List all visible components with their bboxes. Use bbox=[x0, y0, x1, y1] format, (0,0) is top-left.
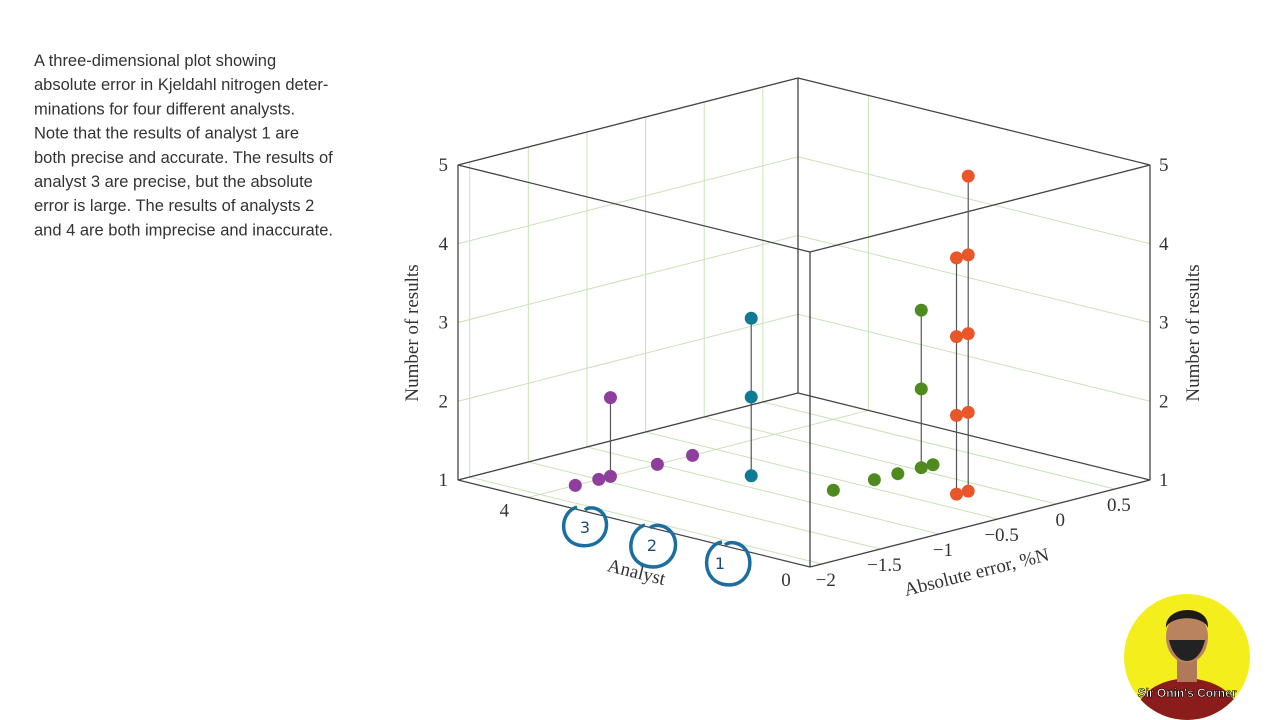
box-edge bbox=[797, 392, 1151, 481]
box-edge bbox=[457, 164, 811, 253]
point bbox=[961, 327, 975, 341]
mask bbox=[1169, 640, 1205, 661]
x-tick-label: −0.5 bbox=[984, 525, 1018, 546]
description-line: Note that the results of analyst 1 are bbox=[34, 125, 299, 143]
description: A three-dimensional plot showing absolute… bbox=[34, 52, 333, 239]
plot-box bbox=[457, 77, 1151, 568]
box-edge bbox=[457, 392, 799, 481]
point bbox=[949, 251, 963, 265]
grid-line bbox=[457, 156, 1151, 245]
z-tick-label-right: 5 bbox=[1159, 155, 1169, 176]
point bbox=[592, 472, 606, 486]
point bbox=[914, 461, 928, 475]
presenter-badge: Sir Onin's Corner bbox=[1124, 594, 1250, 720]
grid-line bbox=[457, 77, 1151, 166]
point bbox=[949, 487, 963, 501]
watermark: Sir Onin's Corner bbox=[1138, 686, 1237, 700]
point bbox=[568, 478, 582, 492]
grid-line bbox=[809, 165, 1151, 568]
point bbox=[744, 469, 758, 483]
grid-line bbox=[645, 117, 998, 520]
neck bbox=[1177, 660, 1197, 682]
point bbox=[650, 457, 664, 471]
z-tick-label-right: 3 bbox=[1159, 313, 1169, 334]
x-tick-label: 0.5 bbox=[1107, 495, 1131, 516]
point bbox=[744, 390, 758, 404]
grid-line bbox=[457, 234, 1151, 323]
annotation: 1 bbox=[715, 554, 725, 573]
z-tick-label: 4 bbox=[439, 234, 449, 255]
grid-line bbox=[762, 87, 1115, 490]
x-tick-label: 0 bbox=[1055, 510, 1065, 531]
point bbox=[961, 169, 975, 183]
grid-line bbox=[457, 392, 1151, 481]
y-tick-label: 4 bbox=[500, 500, 510, 521]
point bbox=[961, 405, 975, 419]
point bbox=[961, 484, 975, 498]
circle bbox=[629, 523, 678, 569]
x-axis-label: Absolute error, %N bbox=[902, 544, 1051, 600]
grid-line bbox=[528, 95, 869, 498]
box-edge bbox=[797, 77, 1151, 166]
z-tick-label: 5 bbox=[439, 155, 449, 176]
box-edge bbox=[809, 479, 1151, 568]
hair bbox=[1165, 609, 1209, 628]
annotation: 2 bbox=[647, 536, 657, 555]
point bbox=[914, 303, 928, 317]
z-tick-label: 2 bbox=[439, 391, 449, 412]
z-tick-label-right: 1 bbox=[1159, 470, 1169, 491]
point bbox=[603, 391, 617, 405]
point bbox=[914, 382, 928, 396]
x-tick-label: −2 bbox=[816, 570, 836, 591]
handwritten-circles bbox=[562, 505, 752, 587]
point bbox=[961, 248, 975, 262]
circle bbox=[704, 540, 752, 587]
description-line: minations for four different analysts. bbox=[34, 100, 295, 118]
point bbox=[949, 408, 963, 422]
z-tick-label: 3 bbox=[439, 313, 449, 334]
z-tick-label-right: 4 bbox=[1159, 234, 1169, 255]
point bbox=[926, 458, 940, 472]
point bbox=[826, 483, 840, 497]
x-tick-label: −1 bbox=[933, 540, 953, 561]
description-line: and 4 are both imprecise and inaccurate. bbox=[34, 221, 333, 239]
z-axis-label: Number of results bbox=[402, 264, 423, 401]
description-line: analyst 3 are precise, but the absolute bbox=[34, 173, 313, 191]
description-line: both precise and accurate. The results o… bbox=[34, 149, 333, 167]
point bbox=[867, 473, 881, 487]
description-line: A three-dimensional plot showing bbox=[34, 52, 276, 70]
box-edge bbox=[457, 77, 799, 166]
y-tick-label: 0 bbox=[781, 570, 791, 591]
grid-line bbox=[457, 313, 1151, 402]
point bbox=[686, 448, 700, 462]
box-edge bbox=[457, 479, 811, 568]
point bbox=[744, 311, 758, 325]
annotation: 3 bbox=[580, 518, 590, 537]
z-tick-label-right: 2 bbox=[1159, 391, 1169, 412]
description-line: error is large. The results of analysts … bbox=[34, 197, 314, 215]
point bbox=[603, 469, 617, 483]
box-edge bbox=[809, 164, 1151, 253]
circle bbox=[562, 505, 609, 548]
z-axis-label-right: Number of results bbox=[1183, 264, 1204, 401]
x-tick-label: −1.5 bbox=[867, 555, 901, 576]
point bbox=[949, 330, 963, 344]
z-tick-label: 1 bbox=[439, 470, 449, 491]
description-line: absolute error in Kjeldahl nitrogen dete… bbox=[34, 76, 328, 94]
point bbox=[891, 467, 905, 481]
